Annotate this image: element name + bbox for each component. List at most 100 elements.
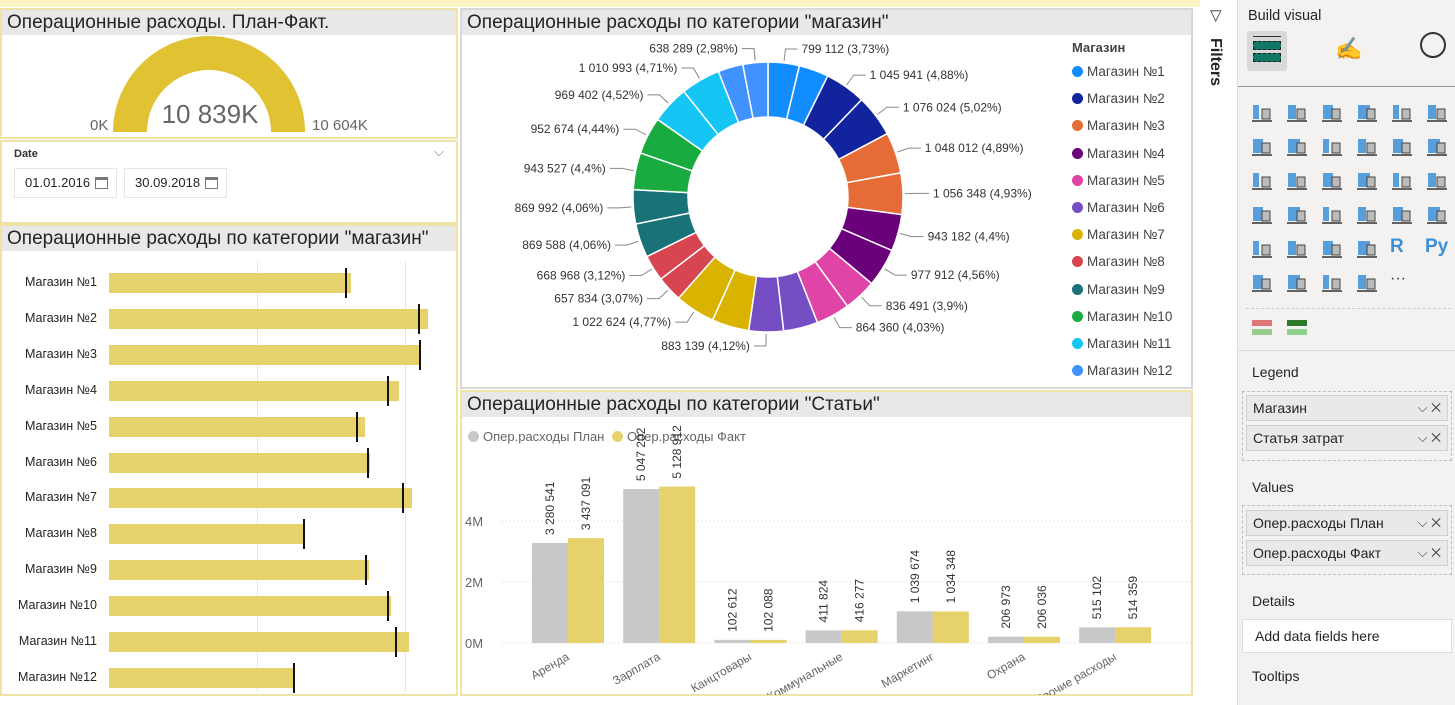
multirow-card-icon[interactable] bbox=[1425, 202, 1449, 226]
more-icon[interactable]: ··· bbox=[1390, 270, 1406, 287]
donut-legend-item[interactable]: Магазин №1 bbox=[1072, 64, 1165, 79]
donut-legend-item[interactable]: Магазин №2 bbox=[1072, 91, 1165, 106]
donut-legend-item[interactable]: Магазин №6 bbox=[1072, 200, 1165, 215]
slicer-icon[interactable] bbox=[1285, 236, 1309, 260]
clustered-bar-icon[interactable] bbox=[1320, 100, 1344, 124]
analytics-icon[interactable] bbox=[1420, 32, 1446, 58]
scatter-icon[interactable] bbox=[1355, 168, 1379, 192]
azure-map-icon[interactable] bbox=[1355, 270, 1379, 294]
column-bar[interactable] bbox=[1115, 627, 1152, 643]
date-slicer[interactable]: Date ⌵ 01.01.2016 30.09.2018 bbox=[0, 140, 458, 224]
donut-legend-item[interactable]: Магазин №3 bbox=[1072, 118, 1165, 133]
column-bar[interactable] bbox=[1024, 636, 1060, 643]
bullet-fact-bar[interactable] bbox=[109, 524, 303, 545]
filters-pane-collapsed[interactable]: ▽ Filters bbox=[1200, 0, 1237, 705]
bullet-fact-bar[interactable] bbox=[109, 488, 413, 509]
column-bar[interactable] bbox=[532, 542, 568, 643]
bullet-fact-bar[interactable] bbox=[109, 632, 410, 652]
donut-legend-item[interactable]: Магазин №11 bbox=[1072, 336, 1171, 351]
donut-legend-item[interactable]: Магазин №5 bbox=[1072, 173, 1165, 188]
donut-segment[interactable] bbox=[741, 61, 769, 120]
values-well[interactable] bbox=[1242, 505, 1452, 575]
column-bar[interactable] bbox=[623, 489, 660, 643]
waterfall-icon[interactable] bbox=[1285, 168, 1309, 192]
card-icon[interactable] bbox=[1390, 202, 1414, 226]
matrix-icon[interactable] bbox=[1355, 236, 1379, 260]
area-chart-icon[interactable] bbox=[1285, 134, 1309, 158]
donut-chart[interactable]: Операционные расходы по категории "магаз… bbox=[460, 8, 1193, 389]
column-bar[interactable] bbox=[896, 611, 933, 643]
ribbon-chart-icon[interactable] bbox=[1250, 168, 1274, 192]
bullet-fact-bar[interactable] bbox=[109, 416, 366, 437]
stacked-area-icon[interactable] bbox=[1320, 134, 1344, 158]
chevron-down-icon[interactable]: ⌵ bbox=[434, 144, 444, 159]
date-to-input[interactable]: 30.09.2018 bbox=[124, 168, 227, 198]
bullet-chart[interactable]: Операционные расходы по категории "магаз… bbox=[0, 224, 458, 696]
donut-icon[interactable] bbox=[1425, 168, 1449, 192]
custom-visual-1-icon[interactable] bbox=[1250, 316, 1274, 340]
column-bar[interactable] bbox=[932, 611, 969, 643]
values-field-fact[interactable]: Опер.расходы Факт ⌵ ✕ bbox=[1246, 540, 1448, 566]
filled-map-icon[interactable] bbox=[1320, 202, 1344, 226]
bullet-fact-bar[interactable] bbox=[109, 452, 371, 473]
chevron-close-icons[interactable]: ⌵ ✕ bbox=[1417, 400, 1441, 415]
details-drop-zone[interactable]: Add data fields here bbox=[1242, 619, 1452, 653]
pie-icon[interactable] bbox=[1390, 168, 1414, 192]
kpi-icon[interactable] bbox=[1250, 236, 1274, 260]
line-clustered-icon[interactable] bbox=[1425, 134, 1449, 158]
donut-legend-item[interactable]: Магазин №9 bbox=[1072, 282, 1165, 297]
custom-visual-2-icon[interactable] bbox=[1285, 316, 1309, 340]
smart-narrative-icon[interactable] bbox=[1285, 270, 1309, 294]
legend-well[interactable] bbox=[1242, 391, 1452, 461]
stacked-bar-icon[interactable] bbox=[1250, 100, 1274, 124]
bullet-fact-bar[interactable] bbox=[109, 596, 392, 617]
treemap-icon[interactable] bbox=[1250, 202, 1274, 226]
column-bar[interactable] bbox=[805, 630, 842, 643]
line-chart-icon[interactable] bbox=[1250, 134, 1274, 158]
bullet-fact-bar[interactable] bbox=[109, 560, 369, 581]
100-area-icon[interactable] bbox=[1355, 134, 1379, 158]
donut-legend-item[interactable]: Магазин №4 bbox=[1072, 146, 1165, 161]
legend-fact[interactable]: Опер.расходы Факт bbox=[627, 429, 746, 444]
chevron-close-icons[interactable]: ⌵ ✕ bbox=[1417, 545, 1441, 560]
column-bar[interactable] bbox=[988, 636, 1024, 643]
python-visual-icon[interactable]: Py bbox=[1425, 236, 1449, 257]
legend-field-cost-item[interactable]: Статья затрат ⌵ ✕ bbox=[1246, 425, 1448, 451]
clustered-column-icon[interactable] bbox=[1355, 100, 1379, 124]
funnel-icon[interactable] bbox=[1320, 168, 1344, 192]
column-bar[interactable] bbox=[1079, 627, 1116, 643]
decomposition-tree-icon[interactable] bbox=[1250, 270, 1274, 294]
bullet-fact-bar[interactable] bbox=[109, 308, 429, 329]
chevron-close-icons[interactable]: ⌵ ✕ bbox=[1417, 430, 1441, 445]
column-bar[interactable] bbox=[750, 639, 787, 643]
calendar-icon[interactable] bbox=[95, 177, 108, 189]
gauge-visual[interactable]: Операционные расходы. План-Факт. 0K 10 6… bbox=[0, 8, 458, 139]
bullet-fact-bar[interactable] bbox=[109, 380, 400, 401]
donut-legend-item[interactable]: Магазин №8 bbox=[1072, 254, 1165, 269]
legend-field-store[interactable]: Магазин ⌵ ✕ bbox=[1246, 395, 1448, 421]
format-visual-icon[interactable]: ✍ bbox=[1335, 36, 1363, 61]
bullet-fact-bar[interactable] bbox=[109, 273, 352, 293]
r-visual-icon[interactable]: R bbox=[1390, 236, 1404, 257]
column-bar[interactable] bbox=[841, 630, 878, 643]
column-bar[interactable] bbox=[568, 538, 604, 643]
fields-wells-icon[interactable] bbox=[1247, 31, 1287, 71]
calendar-icon[interactable] bbox=[205, 177, 218, 189]
bullet-fact-bar[interactable] bbox=[109, 344, 421, 365]
bullet-fact-bar[interactable] bbox=[109, 667, 294, 688]
values-field-plan[interactable]: Опер.расходы План ⌵ ✕ bbox=[1246, 510, 1448, 536]
map-icon[interactable] bbox=[1285, 202, 1309, 226]
gauge-icon[interactable] bbox=[1355, 202, 1379, 226]
donut-legend-item[interactable]: Магазин №12 bbox=[1072, 363, 1172, 378]
key-influencers-icon[interactable] bbox=[1320, 270, 1344, 294]
column-bar[interactable] bbox=[714, 639, 751, 643]
column-bar[interactable] bbox=[659, 486, 696, 643]
100-bar-icon[interactable] bbox=[1390, 100, 1414, 124]
date-from-input[interactable]: 01.01.2016 bbox=[14, 168, 117, 198]
donut-legend-item[interactable]: Магазин №10 bbox=[1072, 309, 1172, 324]
table-icon[interactable] bbox=[1320, 236, 1344, 260]
stacked-column-icon[interactable] bbox=[1285, 100, 1309, 124]
line-column-icon[interactable] bbox=[1390, 134, 1414, 158]
legend-plan[interactable]: Опер.расходы План bbox=[483, 429, 605, 444]
chevron-close-icons[interactable]: ⌵ ✕ bbox=[1417, 515, 1441, 530]
